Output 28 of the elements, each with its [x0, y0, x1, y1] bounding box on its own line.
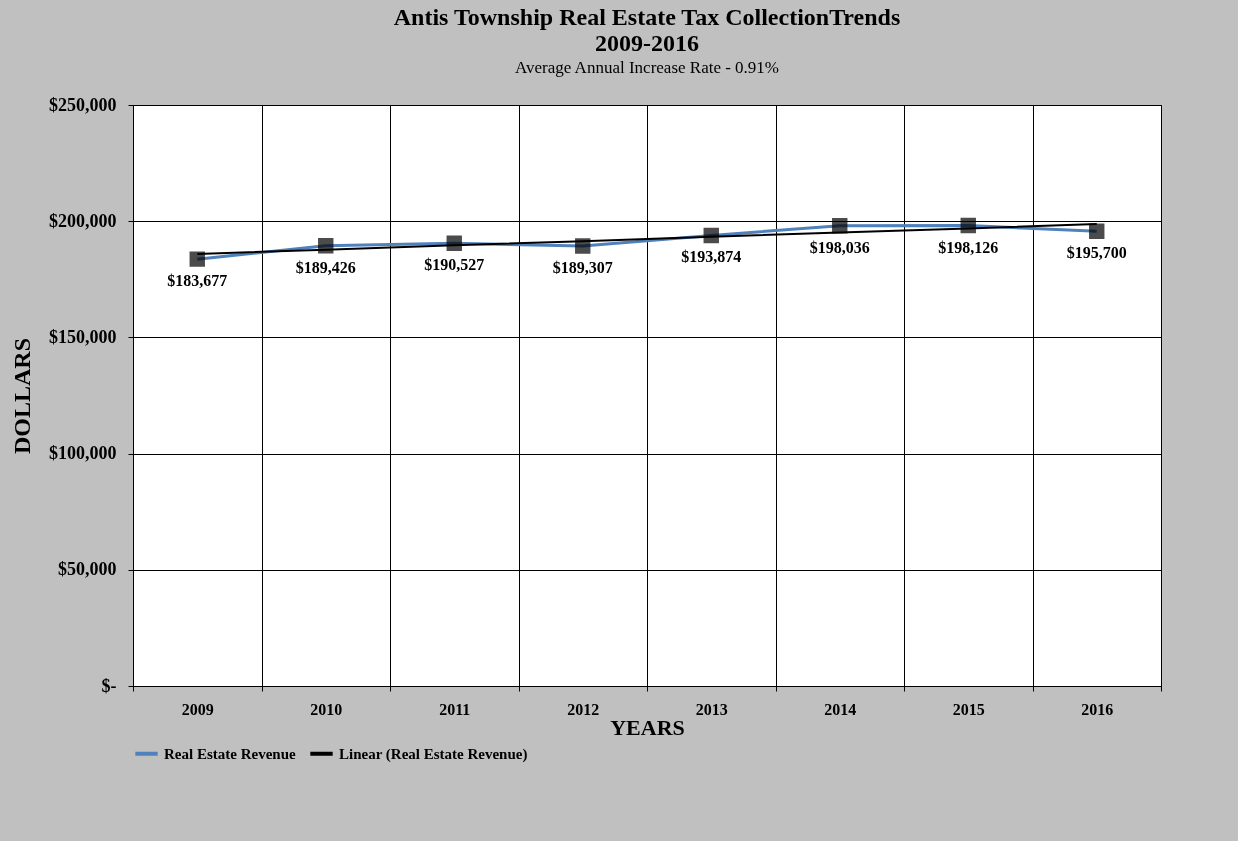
data-label: $198,036 [809, 238, 870, 256]
y-axis-title: DOLLARS [9, 337, 35, 455]
y-tick-label: $- [101, 675, 117, 696]
legend-label: Linear (Real Estate Revenue) [339, 745, 528, 763]
x-axis-title: YEARS [610, 714, 685, 740]
data-label: $189,307 [552, 259, 613, 277]
data-label: $183,677 [167, 272, 228, 290]
x-tick-label: 2015 [952, 700, 985, 718]
data-label: $195,700 [1066, 244, 1127, 262]
chart-title: Antis Township Real Estate Tax CollectionTrends 2009-2016 [393, 4, 901, 56]
data-label: $190,527 [424, 256, 485, 274]
legend-label: Real Estate Revenue [164, 745, 296, 762]
x-tick-label: 2016 [1081, 700, 1114, 718]
y-tick-label: $150,000 [49, 326, 117, 347]
x-tick-label: 2014 [824, 700, 857, 718]
x-tick-label: 2011 [439, 700, 471, 718]
x-tick-label: 2009 [181, 700, 214, 718]
y-tick-label: $50,000 [58, 559, 117, 580]
y-tick-label: $250,000 [49, 94, 117, 115]
x-tick-label: 2013 [695, 700, 728, 718]
data-label: $189,426 [295, 258, 356, 276]
data-label: $193,874 [681, 248, 742, 266]
y-tick-label: $100,000 [49, 443, 117, 464]
x-tick-label: 2012 [567, 700, 600, 718]
y-tick-label: $200,000 [49, 210, 117, 231]
chart-subtitle: Average Annual Increase Rate - 0.91% [514, 58, 780, 77]
x-tick-label: 2010 [310, 700, 343, 718]
data-label: $198,126 [938, 238, 999, 256]
